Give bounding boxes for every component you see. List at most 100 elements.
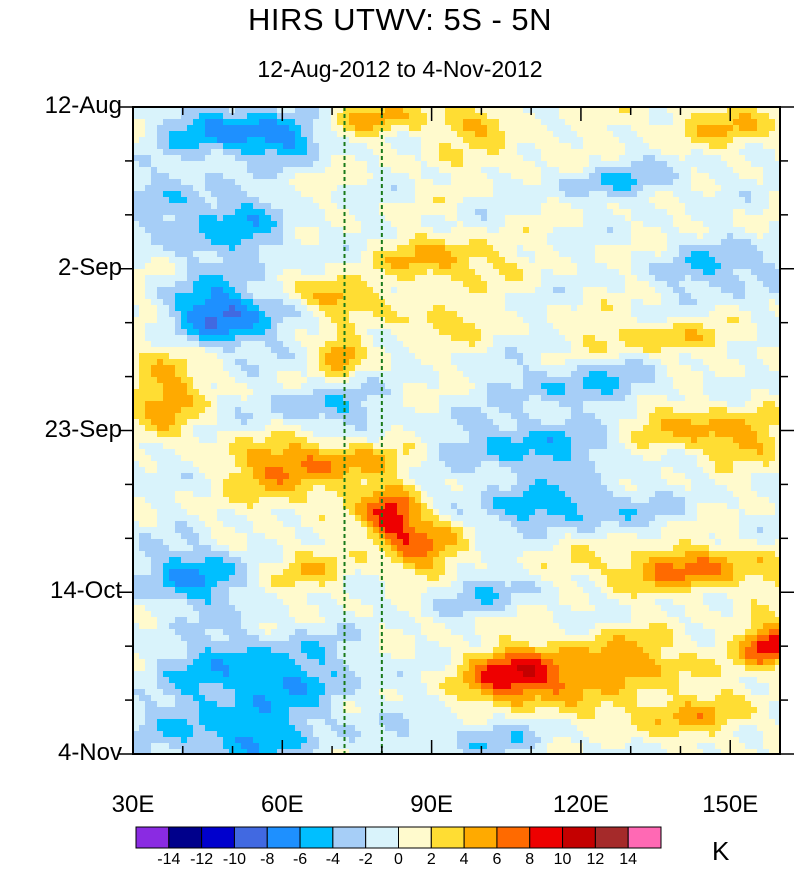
field-cell xyxy=(637,323,644,330)
field-cell xyxy=(259,209,266,216)
field-cell xyxy=(763,215,770,222)
field-cell xyxy=(697,239,704,246)
field-cell xyxy=(265,257,272,264)
field-cell xyxy=(709,371,716,378)
field-cell xyxy=(283,149,290,156)
field-cell xyxy=(439,353,446,360)
field-cell xyxy=(145,155,152,162)
field-cell xyxy=(187,305,194,312)
field-cell xyxy=(427,119,434,126)
field-cell xyxy=(277,269,284,276)
field-cell xyxy=(733,143,740,150)
field-cell xyxy=(571,239,578,246)
field-cell xyxy=(451,341,458,348)
field-cell xyxy=(553,125,560,132)
field-cell xyxy=(181,353,188,360)
field-cell xyxy=(211,203,218,210)
field-cell xyxy=(475,155,482,162)
field-cell xyxy=(655,335,662,342)
field-cell xyxy=(457,317,464,324)
field-cell xyxy=(439,305,446,312)
field-cell xyxy=(139,377,146,384)
field-cell xyxy=(373,197,380,204)
field-cell xyxy=(727,347,734,354)
field-cell xyxy=(247,191,254,198)
field-cell xyxy=(247,239,254,246)
field-cell xyxy=(637,317,644,324)
field-cell xyxy=(487,329,494,336)
field-cell xyxy=(481,269,488,276)
field-cell xyxy=(691,275,698,282)
field-cell xyxy=(331,179,338,186)
field-cell xyxy=(769,257,776,264)
field-cell xyxy=(391,179,398,186)
field-cell xyxy=(139,215,146,222)
field-cell xyxy=(133,119,140,126)
field-cell xyxy=(319,329,326,336)
field-cell xyxy=(439,377,446,384)
field-cell xyxy=(241,119,248,126)
field-cell xyxy=(613,233,620,240)
field-cell xyxy=(439,251,446,258)
field-cell xyxy=(217,281,224,288)
field-cell xyxy=(691,299,698,306)
field-cell xyxy=(451,203,458,210)
field-cell xyxy=(703,281,710,288)
field-cell xyxy=(229,341,236,348)
field-cell xyxy=(163,137,170,144)
field-cell xyxy=(547,161,554,168)
field-cell xyxy=(169,227,176,234)
field-cell xyxy=(415,275,422,282)
field-cell xyxy=(295,371,302,378)
field-cell xyxy=(487,311,494,318)
field-cell xyxy=(499,209,506,216)
field-cell xyxy=(481,179,488,186)
field-cell xyxy=(577,353,584,360)
field-cell xyxy=(187,287,194,294)
field-cell xyxy=(607,191,614,198)
field-cell xyxy=(745,341,752,348)
field-cell xyxy=(265,251,272,258)
field-cell xyxy=(769,275,776,282)
field-cell xyxy=(163,245,170,252)
field-cell xyxy=(325,131,332,138)
field-cell xyxy=(697,269,704,276)
field-cell xyxy=(133,149,140,156)
field-cell xyxy=(601,305,608,312)
field-cell xyxy=(457,167,464,174)
field-cell xyxy=(661,293,668,300)
field-cell xyxy=(589,347,596,354)
field-cell xyxy=(487,371,494,378)
field-cell xyxy=(151,167,158,174)
field-cell xyxy=(469,269,476,276)
field-cell xyxy=(211,173,218,180)
field-cell xyxy=(391,155,398,162)
field-cell xyxy=(199,221,206,228)
field-cell xyxy=(589,185,596,192)
field-cell xyxy=(139,365,146,372)
field-cell xyxy=(697,353,704,360)
field-cell xyxy=(313,245,320,252)
field-cell xyxy=(211,197,218,204)
field-cell xyxy=(601,173,608,180)
field-cell xyxy=(691,173,698,180)
field-cell xyxy=(595,251,602,258)
field-cell xyxy=(403,179,410,186)
field-cell xyxy=(457,239,464,246)
field-cell xyxy=(235,155,242,162)
field-cell xyxy=(307,221,314,228)
field-cell xyxy=(529,311,536,318)
field-cell xyxy=(475,317,482,324)
field-cell xyxy=(739,221,746,228)
field-cell xyxy=(535,287,542,294)
field-cell xyxy=(403,317,410,324)
field-cell xyxy=(409,329,416,336)
field-cell xyxy=(133,335,140,342)
field-cell xyxy=(481,107,488,114)
field-cell xyxy=(493,251,500,258)
field-cell xyxy=(199,371,206,378)
field-cell xyxy=(721,263,728,270)
field-cell xyxy=(523,179,530,186)
field-cell xyxy=(601,299,608,306)
field-cell xyxy=(271,167,278,174)
